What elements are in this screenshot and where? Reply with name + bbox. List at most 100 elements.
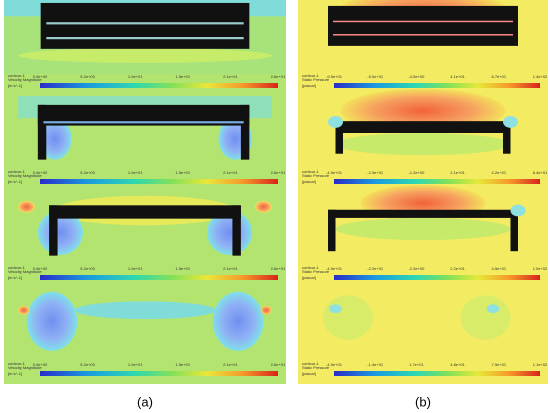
- panel-caption: (a): [137, 394, 153, 409]
- colorbar-tick-label: 2.1e+01: [223, 74, 238, 79]
- colorbar: [40, 371, 278, 376]
- contour-region: [323, 295, 373, 340]
- colorbar-tick-label: 1.0e+01: [128, 74, 143, 79]
- colorbar-tick-label: 4.1e+01: [450, 74, 465, 79]
- contour-shape: [49, 205, 241, 219]
- colorbar: [40, 179, 278, 184]
- colorbar-tick-label: -9.5e+01: [326, 74, 343, 79]
- contour-shape: [333, 34, 513, 36]
- contour-shape: [37, 104, 250, 126]
- contour-shape: [328, 209, 518, 218]
- colorbar-tick-label: 1.5e+01: [176, 266, 191, 271]
- colorbar-tick-label: 5.2e+00: [80, 362, 95, 367]
- legend-unit: [pascal]: [302, 371, 316, 376]
- legend-subtitle: Static Pressure: [302, 269, 330, 274]
- legend-title: contour-1: [8, 169, 26, 174]
- colorbar-tick-label: 4.5e+01: [492, 266, 507, 271]
- colorbar-tick-label: 2.1e+01: [450, 170, 465, 175]
- legend-title: contour-1: [302, 265, 320, 270]
- colorbar: [334, 83, 540, 88]
- contour-shape: [328, 5, 518, 46]
- legend-title: contour-1: [302, 73, 320, 78]
- colorbar-tick-label: 1.4e+02: [533, 74, 548, 79]
- colorbar-tick-label: -2.3e+01: [367, 170, 384, 175]
- contour-region: [260, 305, 272, 315]
- colorbar: [40, 83, 278, 88]
- contour-region: [503, 115, 518, 128]
- contour-region: [26, 291, 78, 351]
- contour-shape: [510, 209, 518, 252]
- colorbar-tick-label: -1.2e+00: [408, 170, 425, 175]
- colorbar-tick-label: -2.3e+00: [408, 266, 425, 271]
- colorbar-tick-label: 1.5e+01: [176, 170, 191, 175]
- colorbar-tick-label: 0.0e+00: [33, 170, 48, 175]
- legend-title: contour-1: [8, 73, 26, 78]
- colorbar-tick-label: 1.7e+01: [409, 362, 424, 367]
- colorbar-tick-label: -4.5e+01: [326, 170, 343, 175]
- legend-unit: [m s^-1]: [8, 179, 22, 184]
- colorbar-tick-label: 7.9e+01: [492, 362, 507, 367]
- contour-region: [335, 217, 511, 241]
- colorbar-tick-label: -2.2e+01: [367, 266, 384, 271]
- contour-region: [18, 200, 36, 213]
- colorbar: [334, 179, 540, 184]
- legend-subtitle: Static Pressure: [302, 173, 330, 178]
- contour-shape: [503, 121, 511, 154]
- colorbar: [334, 371, 540, 376]
- legend-unit: [pascal]: [302, 83, 316, 88]
- legend-unit: [pascal]: [302, 179, 316, 184]
- colorbar-tick-label: 1.0e+01: [128, 170, 143, 175]
- colorbar-tick-label: 2.6e+01: [271, 266, 286, 271]
- colorbar-tick-label: 2.1e+01: [223, 362, 238, 367]
- legend-subtitle: Static Pressure: [302, 77, 330, 82]
- colorbar-tick-label: 5.2e+00: [80, 266, 95, 271]
- colorbar-tick-label: 1.5e+01: [176, 362, 191, 367]
- colorbar-tick-label: 0.0e+00: [33, 74, 48, 79]
- colorbar-tick-label: 0.0e+00: [33, 362, 48, 367]
- colorbar-tick-label: 2.6e+01: [271, 362, 286, 367]
- panel-caption: (b): [415, 394, 431, 409]
- contour-region: [486, 304, 500, 314]
- colorbar: [334, 275, 540, 280]
- contour-region: [329, 304, 342, 314]
- colorbar-tick-label: 5.2e+00: [80, 74, 95, 79]
- colorbar: [40, 275, 278, 280]
- colorbar-tick-label: -1.4e+01: [367, 362, 384, 367]
- legend-unit: [pascal]: [302, 275, 316, 280]
- colorbar-tick-label: 2.2e+01: [450, 266, 465, 271]
- contour-region: [254, 200, 272, 213]
- contour-shape: [335, 121, 343, 154]
- legend-subtitle: Static Pressure: [302, 365, 330, 370]
- colorbar-tick-label: -4.5e+01: [326, 266, 343, 271]
- colorbar-tick-label: -5.0e+01: [367, 74, 384, 79]
- contour-region: [18, 48, 272, 63]
- contour-shape: [328, 209, 336, 252]
- contour-region: [328, 115, 343, 128]
- colorbar-tick-label: 1.0e+01: [128, 362, 143, 367]
- colorbar-tick-label: -4.5e+00: [408, 74, 425, 79]
- colorbar-tick-label: 1.5e+01: [176, 74, 191, 79]
- contour-shape: [43, 121, 244, 124]
- contour-region: [335, 133, 511, 156]
- contour-region: [18, 305, 30, 315]
- contour-shape: [232, 205, 241, 256]
- colorbar-tick-label: 1.1e+02: [533, 362, 548, 367]
- colorbar-tick-label: 2.6e+01: [271, 170, 286, 175]
- legend-subtitle: Velocity Magnitude: [8, 269, 42, 274]
- colorbar-tick-label: 1.0e+02: [533, 266, 548, 271]
- contour-shape: [333, 20, 513, 23]
- contour-shape: [46, 37, 244, 40]
- colorbar-tick-label: 6.4e+01: [533, 170, 548, 175]
- colorbar-tick-label: 8.7e+01: [492, 74, 507, 79]
- legend-title: contour-1: [302, 169, 320, 174]
- contour-region: [510, 204, 526, 217]
- contour-shape: [240, 104, 250, 160]
